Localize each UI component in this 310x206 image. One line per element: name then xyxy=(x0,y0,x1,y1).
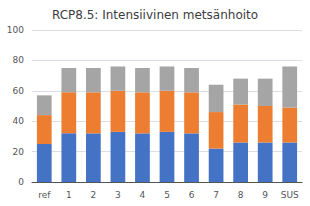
svg-text:SUS: SUS xyxy=(281,190,299,200)
svg-text:60: 60 xyxy=(13,86,25,96)
svg-text:0: 0 xyxy=(18,177,24,187)
svg-text:RCP8.5: Intensiivinen metsänho: RCP8.5: Intensiivinen metsänhoito xyxy=(52,8,258,22)
svg-text:6: 6 xyxy=(189,190,195,200)
svg-text:100: 100 xyxy=(7,25,24,35)
svg-text:4: 4 xyxy=(140,190,146,200)
svg-text:1: 1 xyxy=(66,190,72,200)
svg-text:5: 5 xyxy=(164,190,170,200)
svg-text:20: 20 xyxy=(13,147,25,157)
svg-text:8: 8 xyxy=(238,190,244,200)
svg-text:7: 7 xyxy=(213,190,219,200)
svg-text:ref: ref xyxy=(38,190,51,200)
svg-text:40: 40 xyxy=(13,116,25,126)
svg-text:9: 9 xyxy=(262,190,268,200)
svg-text:3: 3 xyxy=(115,190,121,200)
svg-text:2: 2 xyxy=(90,190,96,200)
svg-text:80: 80 xyxy=(13,55,25,65)
